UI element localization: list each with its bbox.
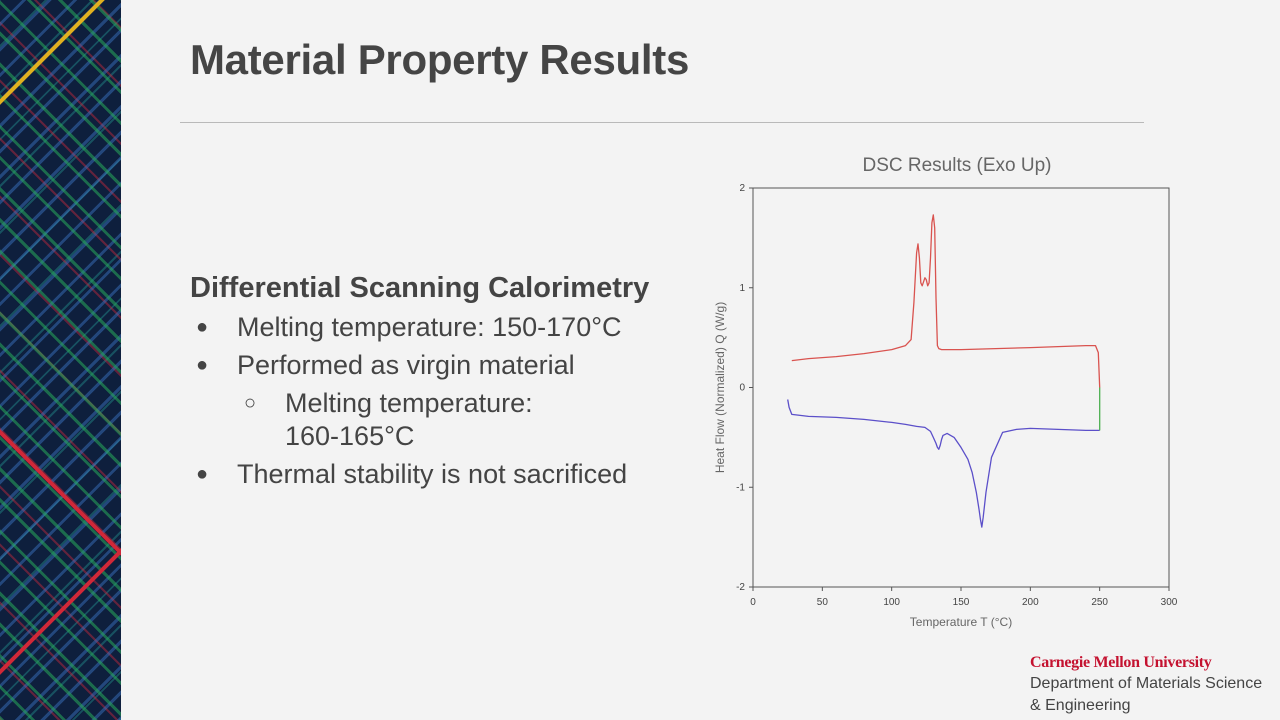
- y-tick-label: -2: [736, 582, 745, 593]
- bullet-item: ● Performed as virgin material: [190, 349, 710, 382]
- bullet-item: ● Thermal stability is not sacrificed: [190, 458, 710, 491]
- bullet-marker: ●: [196, 316, 209, 338]
- x-tick-label: 200: [1022, 597, 1039, 608]
- department-name-line-2: & Engineering: [1030, 697, 1131, 714]
- department-name-line-1: Department of Materials Science: [1030, 675, 1263, 692]
- sub-bullet-continuation: 160-165°C: [190, 420, 710, 453]
- chart-title: DSC Results (Exo Up): [863, 155, 1052, 176]
- bullet-text: Melting temperature: 150-170°C: [237, 312, 622, 342]
- y-tick-label: -1: [736, 482, 745, 493]
- x-tick-label: 150: [953, 597, 970, 608]
- x-tick-label: 300: [1161, 597, 1178, 608]
- decorative-side-band: [0, 0, 121, 720]
- bullet-text: Performed as virgin material: [237, 350, 575, 380]
- bullet-text: Melting temperature:: [285, 388, 533, 418]
- heating-curve: [791, 214, 1101, 388]
- section-heading: Differential Scanning Calorimetry: [190, 272, 650, 304]
- sub-bullet-item: ○ Melting temperature:: [190, 387, 710, 420]
- sub-bullet-marker: ○: [244, 392, 257, 414]
- bullet-item: ● Melting temperature: 150-170°C: [190, 311, 710, 344]
- footer-branding: Carnegie Mellon University Department of…: [1030, 654, 1262, 716]
- x-tick-label: 50: [817, 597, 829, 608]
- y-tick-label: 0: [739, 383, 745, 394]
- bullet-marker: ●: [196, 463, 209, 485]
- slide-title: Material Property Results: [190, 36, 690, 83]
- plot-frame: [752, 187, 1170, 588]
- university-logo-text: Carnegie Mellon University: [1030, 654, 1212, 671]
- slide-body: Differential Scanning Calorimetry ● Melt…: [190, 272, 710, 496]
- cooling-curve: [787, 399, 1100, 528]
- title-divider: [180, 122, 1144, 123]
- bullet-marker: ●: [196, 354, 209, 376]
- dsc-chart-svg: DSC Results (Exo Up) 0 50 100 150 200 250 300 -2…: [713, 155, 1178, 629]
- y-axis-label: Heat Flow (Normalized) Q (W/g): [713, 302, 727, 473]
- x-tick-label: 0: [750, 597, 756, 608]
- x-axis-label: Temperature T (°C): [910, 615, 1012, 629]
- bullet-text: Thermal stability is not sacrificed: [237, 459, 628, 489]
- y-tick-label: 2: [739, 183, 745, 194]
- x-tick-label: 250: [1091, 597, 1108, 608]
- y-tick-label: 1: [739, 283, 745, 294]
- x-tick-label: 100: [883, 597, 900, 608]
- dsc-chart: DSC Results (Exo Up) 0 50 100 150 200 250 300 -2…: [708, 148, 1198, 640]
- bullet-text: 160-165°C: [285, 421, 415, 451]
